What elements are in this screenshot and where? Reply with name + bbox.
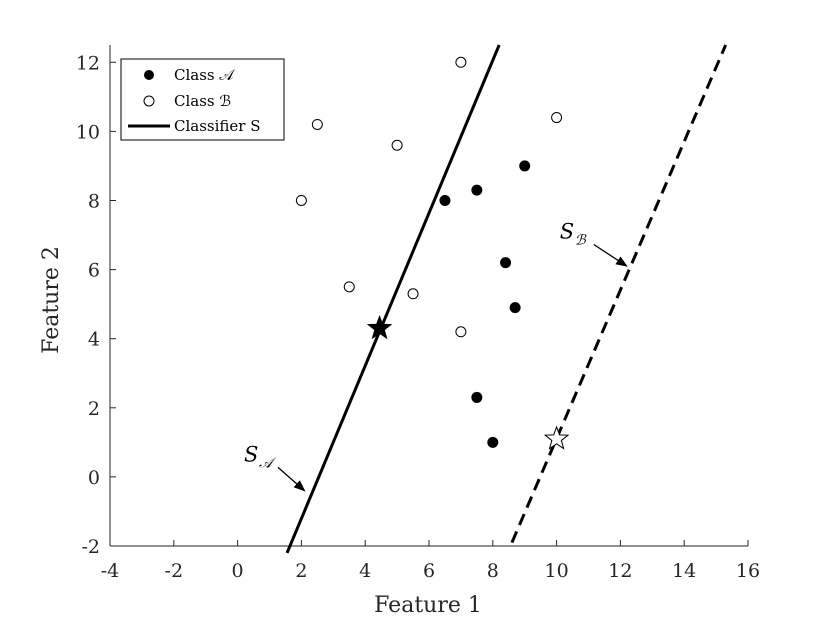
annotation-sub-a: 𝒜: [259, 455, 276, 471]
x-tick-label: 14: [672, 560, 696, 582]
y-tick-labels: -2 0 2 4 6 8 10 12: [76, 52, 100, 558]
y-tick-label: 8: [88, 190, 100, 212]
tick-marks: [109, 61, 749, 547]
point-class-b: [311, 118, 323, 130]
classifier-line-a: [285, 44, 501, 554]
legend-label-class-a: Class 𝒜: [174, 66, 235, 84]
legend-marker-class-b: [143, 95, 155, 107]
x-axis-label: Feature 1: [374, 593, 482, 618]
y-tick-label: 10: [76, 121, 100, 143]
y-tick-label: 4: [88, 329, 100, 351]
point-class-b: [455, 326, 467, 338]
x-tick-labels: -4 -2 0 2 4 6 8 10 12 14 16: [101, 560, 760, 582]
x-tick-label: -4: [101, 560, 120, 582]
annotation-arrow-b: [593, 243, 628, 267]
legend-marker-class-a: [144, 70, 154, 80]
star-point-a: [366, 314, 393, 340]
y-tick-label: 0: [88, 467, 100, 489]
annotations: S 𝒜S ℬ: [244, 219, 628, 492]
legend-label-class-b: Class ℬ: [174, 92, 231, 110]
point-class-b: [295, 194, 307, 206]
legend: Class 𝒜 Class ℬ Classifier S: [120, 58, 285, 141]
point-class-a: [487, 436, 499, 448]
point-class-a: [519, 160, 531, 172]
point-class-b: [343, 281, 355, 293]
y-axis-label: Feature 2: [39, 246, 64, 354]
point-class-a: [439, 194, 451, 206]
data-points: [295, 56, 563, 448]
x-tick-label: 2: [295, 560, 307, 582]
point-class-b: [455, 56, 467, 68]
annotation-arrow-a: [277, 466, 306, 492]
x-tick-label: 16: [736, 560, 760, 582]
x-tick-label: 4: [359, 560, 371, 582]
point-class-b: [407, 288, 419, 300]
x-tick-label: 6: [423, 560, 435, 582]
point-class-a: [500, 257, 512, 269]
classifier-lines: [285, 44, 728, 554]
x-tick-label: 8: [487, 560, 499, 582]
y-tick-label: 6: [88, 260, 100, 282]
special-points: [366, 314, 570, 450]
point-class-b: [391, 139, 403, 151]
point-class-a: [471, 184, 483, 196]
annotation-s-a: S: [244, 442, 258, 466]
y-tick-label: -2: [81, 536, 100, 558]
y-tick-label: 2: [88, 398, 100, 420]
star-point-b: [543, 425, 570, 450]
annotation-s-b: S: [560, 219, 574, 243]
x-tick-label: 10: [545, 560, 569, 582]
point-class-a: [471, 391, 483, 403]
x-tick-label: 0: [232, 560, 244, 582]
x-tick-label: 12: [608, 560, 632, 582]
legend-label-classifier: Classifier S: [174, 117, 261, 135]
point-class-b: [551, 112, 563, 124]
x-tick-label: -2: [165, 560, 184, 582]
annotation-sub-b: ℬ: [575, 232, 587, 248]
point-class-a: [509, 302, 521, 314]
y-tick-label: 12: [76, 52, 100, 74]
classifier-line-b: [510, 44, 728, 544]
